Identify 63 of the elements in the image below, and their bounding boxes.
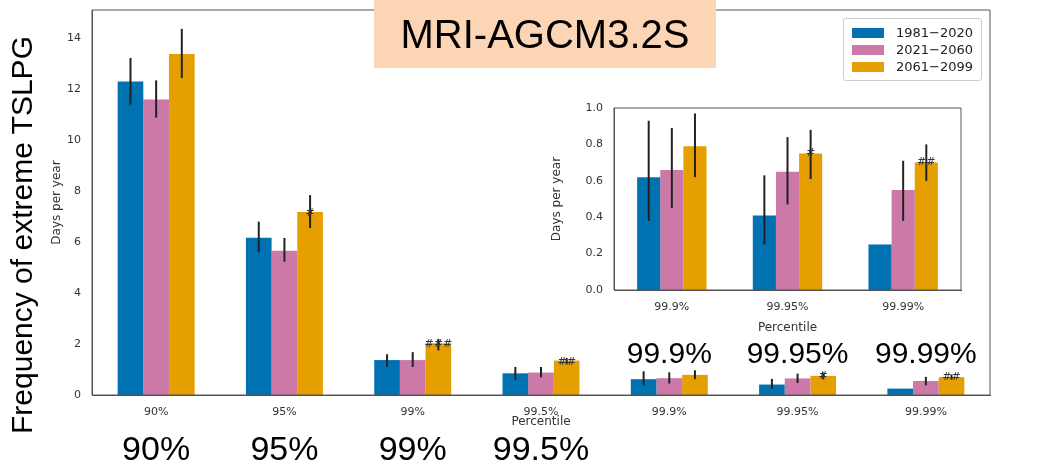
annotation: 99.9% xyxy=(626,336,712,369)
bar xyxy=(399,360,426,395)
text: 99% xyxy=(378,429,447,467)
y-tick-label: 0.8 xyxy=(585,137,603,151)
y-tick-label: 0.2 xyxy=(585,246,603,260)
y-tick-label: 2 xyxy=(74,336,81,350)
y-tick-label: 12 xyxy=(67,81,81,95)
text: 95% xyxy=(250,429,319,467)
annotation: ## xyxy=(557,354,576,368)
x-axis-title: Percentile xyxy=(757,319,818,334)
y-tick-label: 0.0 xyxy=(585,282,603,296)
y-tick-label: 1.0 xyxy=(585,100,603,114)
legend-label: 2061−2099 xyxy=(896,59,974,74)
y-tick-label: 8 xyxy=(74,183,81,197)
bar xyxy=(752,215,776,290)
x-tick-label: 99.95% xyxy=(776,405,819,419)
annotation: 99.99% xyxy=(874,336,977,369)
y-tick-label: 0 xyxy=(74,387,81,401)
text: 99.5% xyxy=(492,429,590,467)
bar xyxy=(637,177,661,290)
annotation: ## xyxy=(942,370,961,384)
x-tick-label: 95% xyxy=(272,405,297,419)
y-tick-label: 0.4 xyxy=(585,210,603,224)
annotation: ## xyxy=(917,155,936,169)
y-axis-title: Days per year xyxy=(49,160,64,245)
x-tick-label: 99.95% xyxy=(766,300,809,314)
bar xyxy=(891,189,915,290)
bar xyxy=(271,250,298,395)
bar xyxy=(868,244,892,290)
y-tick-label: 10 xyxy=(67,132,81,146)
bar xyxy=(374,360,400,395)
y-tick-label: 6 xyxy=(74,234,81,248)
bar xyxy=(784,378,811,395)
bar xyxy=(502,373,529,395)
legend-label: 1981−2020 xyxy=(896,25,974,40)
bar xyxy=(775,171,800,290)
text: 90% xyxy=(122,429,191,467)
y-tick-label: 0.6 xyxy=(585,173,603,187)
y-axis-title: Days per year xyxy=(549,156,564,242)
y-tick-label: 14 xyxy=(67,30,81,44)
x-tick-label: 99% xyxy=(400,405,425,419)
annotation: # xyxy=(818,368,828,382)
bar xyxy=(682,374,708,395)
x-tick-label: 90% xyxy=(143,405,169,419)
bar xyxy=(168,54,195,395)
annotation: 99.95% xyxy=(746,336,849,369)
bar xyxy=(528,372,554,395)
bar xyxy=(913,380,939,395)
bar xyxy=(656,378,683,395)
bar xyxy=(660,169,684,290)
legend-label: 2021−2060 xyxy=(896,42,974,57)
bar xyxy=(117,81,144,395)
x-tick-label: 99.9% xyxy=(651,405,687,419)
x-tick-label: 99.99% xyxy=(904,405,947,419)
chart-title: MRI-AGCM3.2S xyxy=(374,0,716,68)
y-tick-label: 4 xyxy=(74,285,81,299)
x-tick-label: 99.99% xyxy=(882,300,925,314)
annotation: # xyxy=(806,146,816,160)
bar xyxy=(143,99,169,395)
bar xyxy=(683,146,707,290)
bar xyxy=(245,237,272,395)
text: Frequency of extreme TSLPG xyxy=(5,36,38,434)
x-tick-label: 99.9% xyxy=(654,300,690,314)
